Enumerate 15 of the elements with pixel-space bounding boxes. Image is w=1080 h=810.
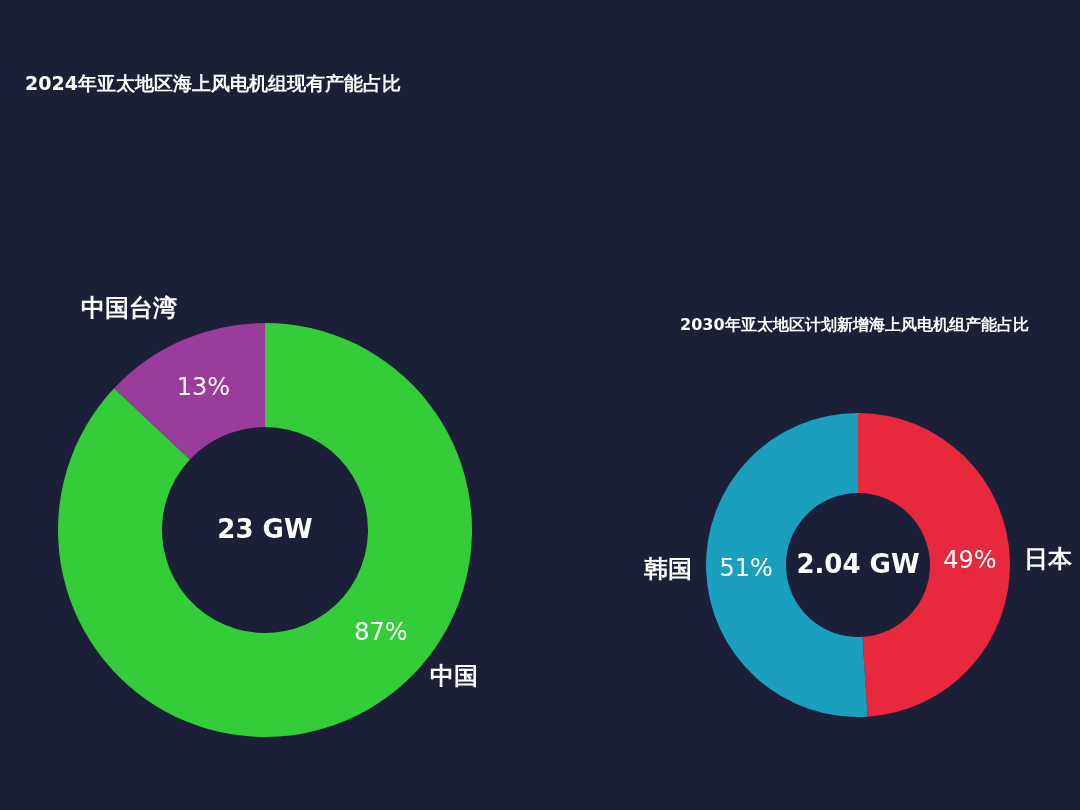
text: 2.04 GW: [796, 548, 920, 579]
chart-title: 2030年亚太地区计划新增海上风电机组产能占比: [680, 315, 1029, 334]
slice-label: 日本: [1023, 544, 1073, 573]
data-label: 87%: [354, 617, 408, 646]
data-label: 49%: [943, 546, 997, 575]
slice-label: 中国台湾: [81, 294, 178, 323]
donut-slice: [706, 413, 868, 717]
data-label: 51%: [719, 553, 773, 582]
data-label: 13%: [176, 372, 231, 401]
slice-label: 韩国: [643, 555, 693, 584]
slice-label: 中国: [430, 661, 479, 690]
donut-slice: [114, 323, 265, 460]
text: 23 GW: [217, 513, 313, 544]
donut-slice: [858, 413, 1010, 717]
chart-title: 2024年亚太地区海上风电机组现有产能占比: [25, 72, 401, 94]
